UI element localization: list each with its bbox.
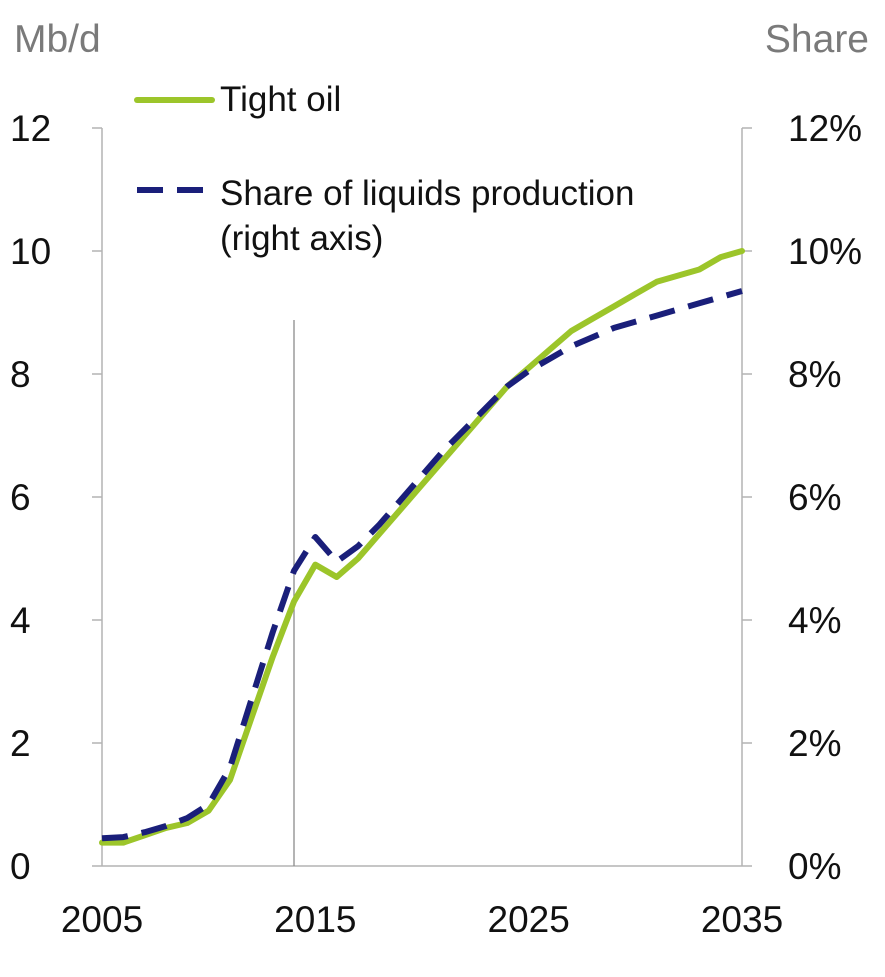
right-axis-tick-label: 12%	[788, 108, 862, 149]
series-line-share-of-liquids	[101, 288, 743, 842]
legend-label-tight-oil: Tight oil	[220, 80, 342, 119]
chart-axes	[92, 127, 752, 867]
right-axis-tick-label: 6%	[788, 477, 841, 518]
right-axis-tick-label: 0%	[788, 846, 841, 887]
series-line-tight-oil	[99, 248, 745, 846]
left-axis-tick-label: 0	[10, 846, 31, 887]
left-axis-tick-label: 2	[10, 723, 31, 764]
x-axis-tick-label: 2025	[488, 899, 570, 940]
legend-label-share-of-liquids: Share of liquids production (right axis)	[220, 174, 635, 258]
chart-tick-labels: 0 2 4 6 8 10 12 0% 2% 4% 6% 8% 10% 12% 2005 2015 2025 203…	[10, 108, 862, 940]
right-axis-tick-label: 2%	[788, 723, 841, 764]
right-axis-tick-label: 8%	[788, 354, 841, 395]
left-axis-unit-label: Mb/d	[14, 18, 101, 61]
left-axis-tick-label: 4	[10, 600, 31, 641]
left-axis-tick-label: 6	[10, 477, 31, 518]
right-axis-tick-label: 10%	[788, 231, 862, 272]
right-axis-tick-label: 4%	[788, 600, 841, 641]
left-axis-tick-label: 10	[10, 231, 51, 272]
left-axis-tick-label: 12	[10, 108, 51, 149]
x-axis-tick-label: 2015	[274, 899, 356, 940]
x-axis-tick-label: 2035	[701, 899, 783, 940]
x-axis-tick-label: 2005	[61, 899, 143, 940]
chart-series	[99, 248, 745, 846]
left-axis-tick-label: 8	[10, 354, 31, 395]
right-axis-unit-label: Share	[764, 18, 869, 61]
chart-legend	[134, 97, 215, 193]
